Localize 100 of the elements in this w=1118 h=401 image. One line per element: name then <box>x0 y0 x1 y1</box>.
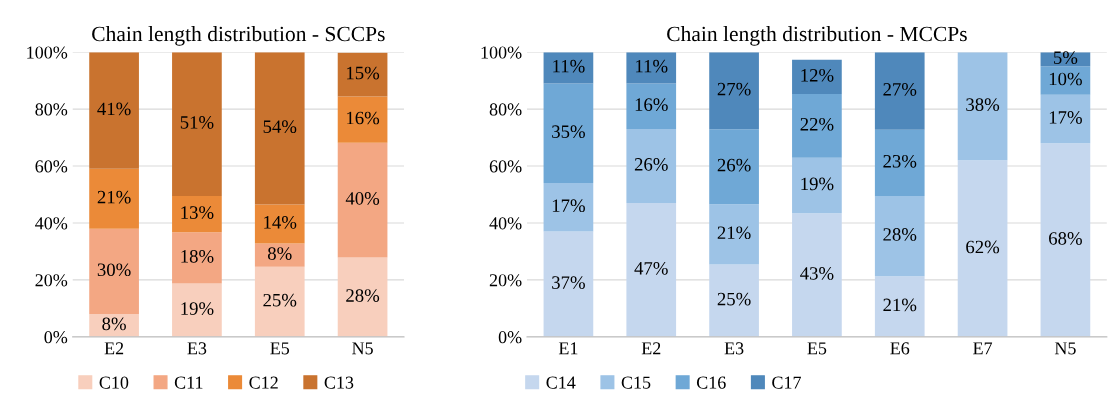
bar <box>792 59 842 94</box>
data-label: 37% <box>552 276 585 289</box>
y-tick-label: 0% <box>498 331 522 344</box>
bar <box>626 83 677 129</box>
y-tick-label: 40% <box>489 217 522 230</box>
data-label: 27% <box>717 82 751 96</box>
data-label: 25% <box>263 293 297 307</box>
bar <box>337 142 388 258</box>
bar <box>172 283 222 337</box>
y-tick-label: 60% <box>489 160 522 173</box>
data-label: 27% <box>883 83 917 96</box>
data-label: 25% <box>717 292 751 306</box>
bar <box>337 96 388 143</box>
data-label: 13% <box>181 206 214 219</box>
x-tick-label: E1 <box>558 342 578 355</box>
bar <box>254 243 305 267</box>
data-label: 26% <box>634 158 668 171</box>
x-tick-label: E2 <box>641 342 661 355</box>
data-label: 17% <box>552 199 585 213</box>
data-label: 40% <box>345 192 380 205</box>
x-tick-label: E6 <box>890 342 910 355</box>
data-label: 21% <box>883 298 917 312</box>
y-tick-label: 100% <box>481 46 522 59</box>
data-label: 62% <box>966 240 1000 254</box>
bar <box>709 204 759 265</box>
data-label: 21% <box>97 190 131 204</box>
data-label: 18% <box>181 250 214 263</box>
x-tick-label: E2 <box>104 342 124 355</box>
data-label: 19% <box>181 302 214 315</box>
data-label: 17% <box>1049 111 1082 124</box>
x-tick-label: E3 <box>187 342 207 355</box>
data-label: 10% <box>1049 72 1082 86</box>
bar <box>254 204 305 244</box>
bar <box>957 160 1008 337</box>
data-label: 35% <box>552 125 585 139</box>
bar <box>874 195 925 277</box>
bar <box>792 93 842 158</box>
y-tick-label: 40% <box>35 217 68 230</box>
bar <box>792 157 842 214</box>
data-label: 8% <box>102 317 126 331</box>
bar <box>254 52 305 205</box>
data-label: 19% <box>801 177 834 191</box>
data-label: 11% <box>553 59 585 73</box>
bar <box>874 276 925 337</box>
y-tick-label: 60% <box>35 160 68 173</box>
data-label: 43% <box>800 267 834 280</box>
bar <box>89 228 139 315</box>
data-label: 12% <box>801 68 834 82</box>
bar <box>626 129 677 204</box>
bar <box>1040 66 1091 95</box>
legend-label: C14 <box>546 376 576 389</box>
x-tick-label: N5 <box>1054 342 1076 355</box>
data-label: 11% <box>636 59 668 73</box>
data-label: 22% <box>800 117 834 131</box>
data-label: 16% <box>347 111 380 125</box>
bar <box>874 52 925 130</box>
data-label: 38% <box>966 98 1000 111</box>
data-label: 28% <box>346 289 380 302</box>
y-tick-label: 20% <box>35 274 68 287</box>
legend-label: C11 <box>174 376 203 389</box>
data-label: 41% <box>97 102 131 116</box>
bar <box>957 52 1008 161</box>
bar <box>172 52 222 196</box>
x-tick-label: E5 <box>807 342 827 355</box>
y-tick-label: 20% <box>489 274 522 287</box>
data-label: 28% <box>883 228 917 241</box>
bar <box>626 52 677 84</box>
legend-label: C17 <box>772 376 802 389</box>
bar <box>709 129 759 205</box>
bar <box>89 168 139 229</box>
x-tick-label: E7 <box>973 342 993 355</box>
x-tick-label: E5 <box>270 342 290 355</box>
legend-label: C13 <box>324 376 354 389</box>
bar <box>874 129 925 196</box>
bar <box>543 231 594 337</box>
chart-title: Chain length distribution - MCCPs <box>667 26 967 46</box>
bar <box>337 52 388 97</box>
chart-title: Chain length distribution - SCCPs <box>92 26 385 46</box>
bar <box>172 232 222 284</box>
bar <box>1040 94 1091 144</box>
data-label: 68% <box>1049 232 1082 245</box>
data-label: 51% <box>180 116 214 129</box>
legend-label: C10 <box>99 376 129 389</box>
data-label: 14% <box>264 215 297 229</box>
bar <box>172 195 222 233</box>
data-label: 15% <box>347 66 380 80</box>
bar <box>626 203 677 337</box>
bar <box>543 183 594 232</box>
bar <box>709 264 759 337</box>
y-tick-label: 100% <box>27 46 68 59</box>
data-label: 47% <box>634 261 668 275</box>
data-label: 21% <box>717 226 751 240</box>
bar <box>709 52 759 130</box>
bar <box>792 213 842 337</box>
data-label: 30% <box>97 263 131 277</box>
legend-label: C15 <box>621 376 651 389</box>
data-label: 26% <box>717 158 751 172</box>
legend-label: C16 <box>696 376 726 389</box>
legend-label: C12 <box>249 376 278 389</box>
data-label: 23% <box>883 154 917 168</box>
